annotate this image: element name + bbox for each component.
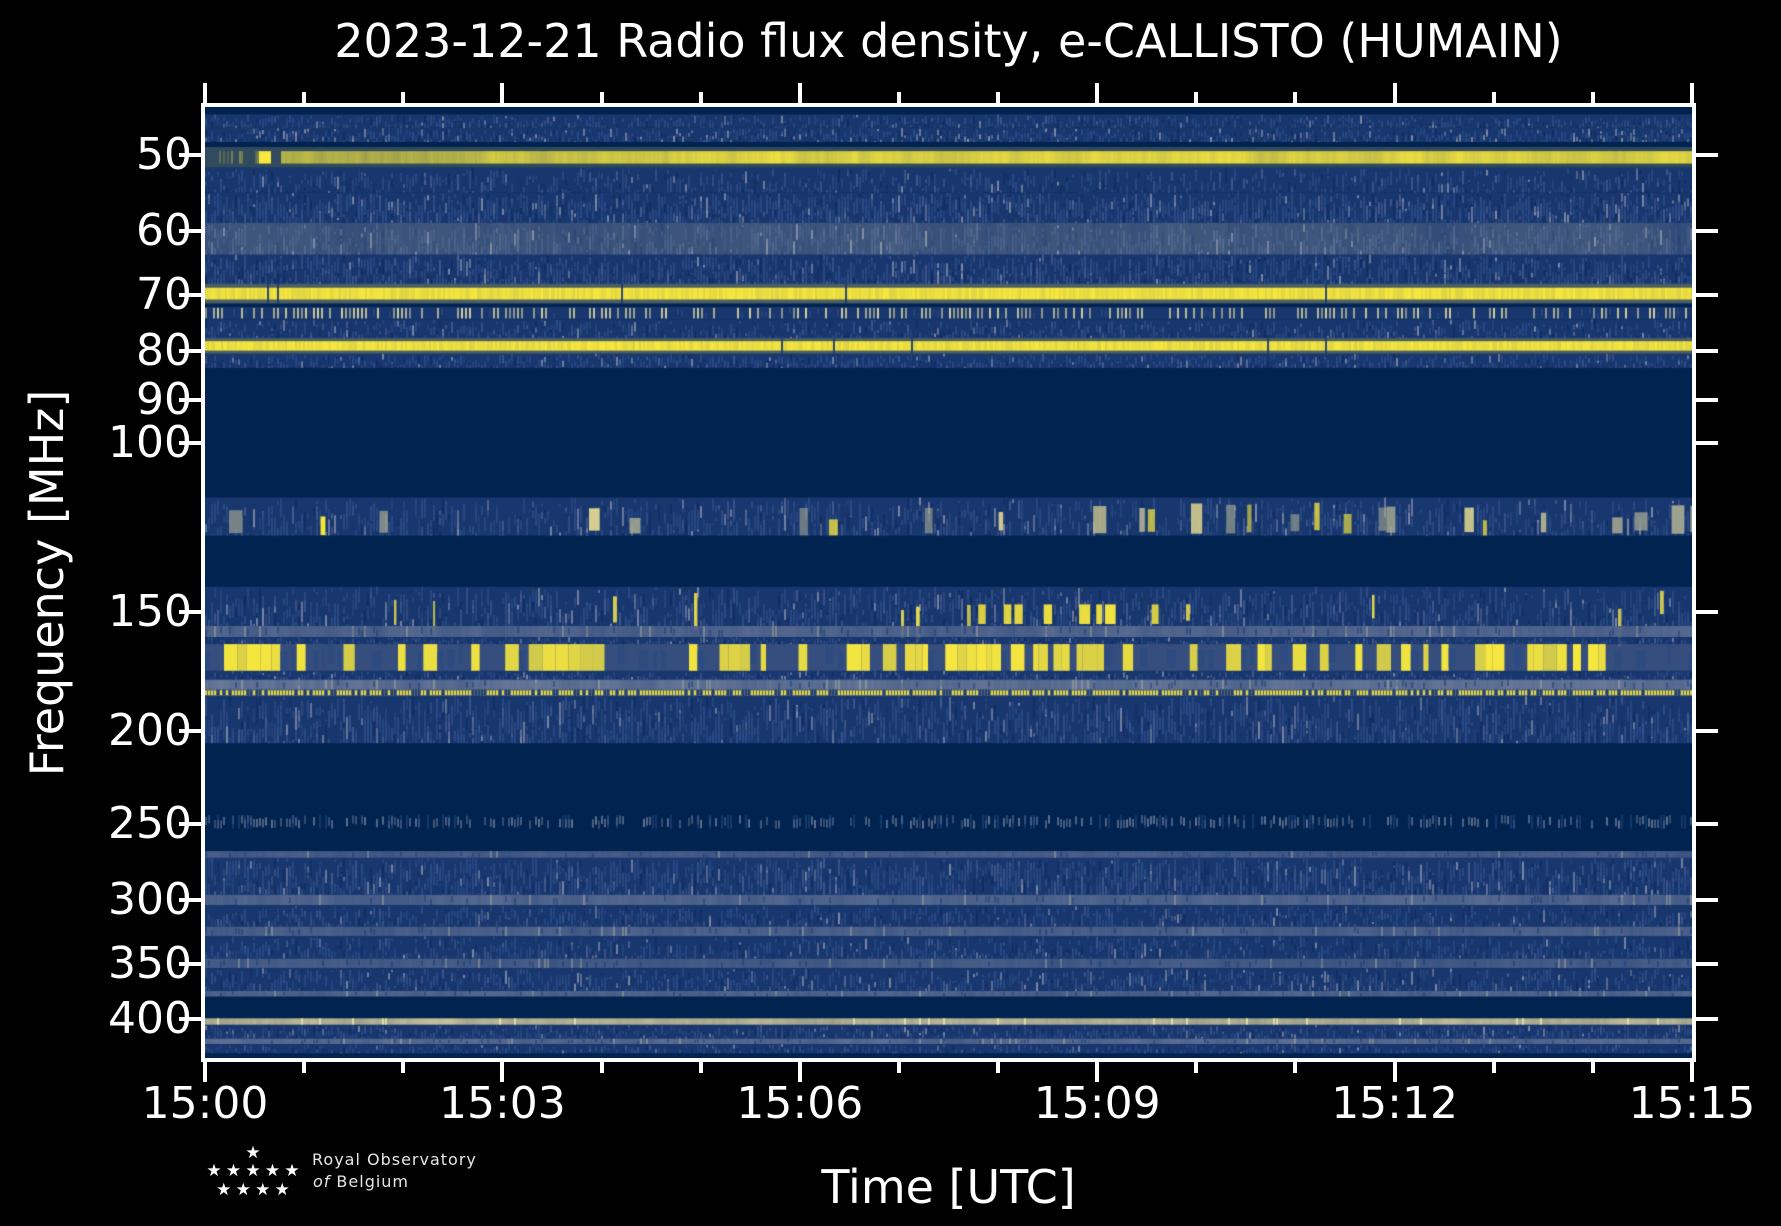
x-tick-bottom [1293,1062,1298,1073]
y-tick-right [1696,961,1718,966]
x-tick-top [401,92,406,103]
y-tick-right [1696,293,1718,298]
x-tick-top [1194,92,1199,103]
star-icon: ★ [225,1161,242,1181]
star-icon: ★ [245,1161,261,1181]
star-icon: ★ [206,1161,222,1181]
x-tick-bottom [1392,1062,1397,1082]
x-tick-top [1491,92,1496,103]
x-tick-bottom [797,1062,802,1082]
x-tick-label: 15:06 [736,1078,864,1129]
y-tick-right [1696,1017,1718,1022]
y-tick-label: 60 [136,205,192,257]
x-tick-bottom [599,1062,604,1073]
x-tick-top [1590,92,1595,103]
rob-logo-belgium: Belgium [336,1172,410,1191]
y-tick-label: 150 [108,585,192,637]
star-icon: ★ [264,1161,281,1181]
y-tick-label: 400 [108,993,192,1045]
y-tick-label: 200 [108,705,192,757]
y-tick-label: 90 [136,373,192,425]
y-tick-right [1696,397,1718,402]
rob-logo-line2: of Belgium [313,1172,409,1191]
x-tick-top [1690,83,1694,103]
y-tick-label: 100 [108,417,192,469]
y-tick-left [179,229,201,234]
x-tick-top [1293,92,1298,103]
y-tick-left [179,822,201,827]
star-icon: ★ [274,1180,290,1200]
y-tick-left [179,609,201,614]
x-tick-bottom [896,1062,901,1073]
x-tick-top [996,92,1001,103]
x-tick-bottom [1690,1062,1694,1082]
x-tick-label: 15:00 [141,1078,269,1129]
x-tick-label: 15:12 [1331,1078,1458,1129]
x-tick-bottom [1095,1062,1100,1082]
x-tick-top [1392,83,1397,103]
y-tick-left [179,961,201,966]
x-tick-top [797,83,802,103]
star-icon: ★ [255,1180,271,1200]
x-tick-bottom [1590,1062,1595,1073]
x-tick-top [302,92,307,103]
x-tick-bottom [996,1062,1001,1073]
x-tick-label: 15:09 [1033,1078,1161,1129]
y-tick-left [179,1017,201,1022]
y-tick-left [179,348,201,353]
y-tick-label: 300 [108,873,192,925]
x-tick-top [599,92,604,103]
x-tick-top [896,92,901,103]
x-tick-bottom [1491,1062,1496,1073]
y-tick-right [1696,229,1718,234]
y-tick-left [179,897,201,902]
y-tick-right [1696,153,1718,158]
y-tick-left [179,153,201,158]
y-tick-left [179,441,201,446]
x-tick-bottom [203,1062,207,1082]
y-tick-right [1696,348,1718,353]
rob-logo-of: of [313,1172,331,1191]
chart-title: 2023-12-21 Radio flux density, e-CALLIST… [334,14,1563,68]
x-tick-top [698,92,703,103]
x-tick-top [1095,83,1100,103]
x-tick-bottom [698,1062,703,1073]
x-tick-top [203,83,207,103]
spectrogram-canvas [205,107,1692,1058]
y-tick-label: 70 [136,269,192,321]
y-tick-right [1696,897,1718,902]
y-tick-left [179,397,201,402]
x-tick-label: 15:15 [1628,1078,1756,1129]
y-tick-right [1696,609,1718,614]
y-tick-left [179,293,201,298]
star-icon: ★ [216,1180,232,1200]
x-tick-top [500,83,505,103]
x-tick-bottom [302,1062,307,1073]
x-tick-label: 15:03 [438,1078,566,1129]
star-icon: ★ [235,1180,251,1200]
y-tick-label: 50 [136,129,192,181]
y-tick-label: 80 [136,324,192,376]
star-icon: ★ [245,1143,261,1163]
y-tick-right [1696,822,1718,827]
y-tick-label: 350 [108,937,192,989]
y-tick-right [1696,729,1718,734]
star-icon: ★ [284,1161,300,1181]
rob-logo-line1: Royal Observatory [312,1150,477,1169]
y-tick-right [1696,441,1718,446]
x-tick-bottom [500,1062,505,1082]
x-axis-title: Time [UTC] [821,1160,1076,1214]
x-tick-bottom [1194,1062,1199,1073]
y-tick-left [179,729,201,734]
x-tick-bottom [401,1062,406,1073]
y-tick-label: 250 [108,798,192,850]
